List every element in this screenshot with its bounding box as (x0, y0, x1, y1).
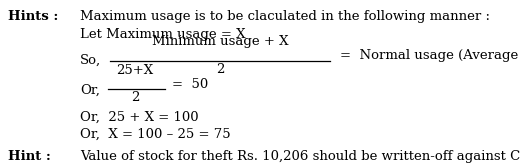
Text: Maximum usage is to be claculated in the following manner :: Maximum usage is to be claculated in the… (80, 10, 490, 23)
Text: Hint :: Hint : (8, 150, 51, 163)
Text: =  Normal usage (Average usage): = Normal usage (Average usage) (340, 49, 520, 61)
Text: 25+X: 25+X (116, 64, 153, 77)
Text: =  50: = 50 (172, 77, 208, 91)
Text: Or,  25 + X = 100: Or, 25 + X = 100 (80, 111, 199, 124)
Text: 2: 2 (216, 63, 224, 76)
Text: Hints :: Hints : (8, 10, 58, 23)
Text: Let Maximum usage = X: Let Maximum usage = X (80, 28, 245, 41)
Text: 2: 2 (131, 91, 139, 104)
Text: Or,  X = 100 – 25 = 75: Or, X = 100 – 25 = 75 (80, 128, 231, 141)
Text: Minimum usage + X: Minimum usage + X (152, 35, 288, 48)
Text: Value of stock for theft Rs. 10,206 should be written-off against Costing Profit: Value of stock for theft Rs. 10,206 shou… (80, 150, 520, 163)
Text: Or,: Or, (80, 84, 100, 97)
Text: So,: So, (80, 54, 101, 67)
